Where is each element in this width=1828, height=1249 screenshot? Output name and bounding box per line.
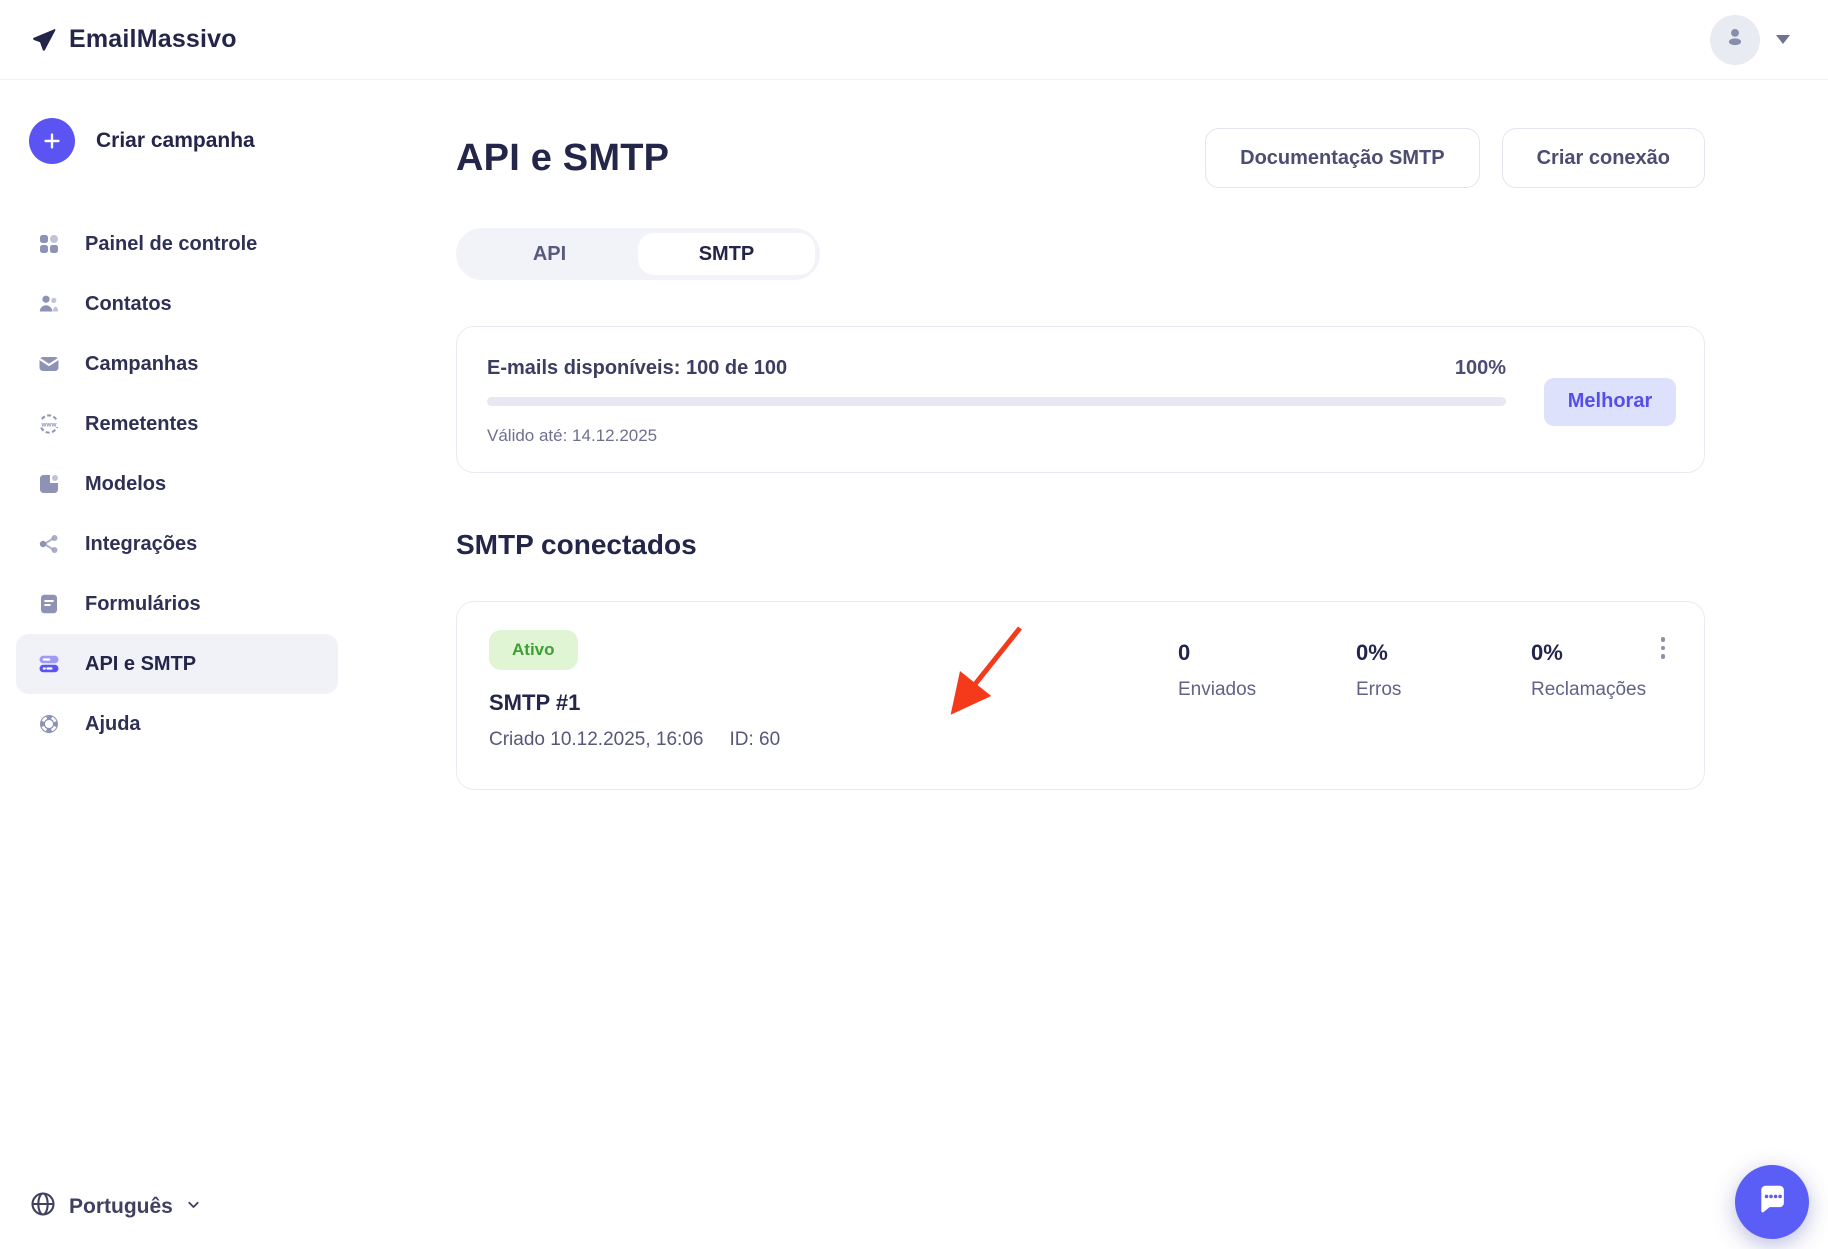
stat-enviados: 0 Enviados <box>1178 640 1256 701</box>
plus-icon <box>29 118 75 164</box>
stat-value: 0% <box>1531 640 1563 665</box>
contacts-icon <box>36 291 62 317</box>
tab-api[interactable]: API <box>532 242 567 265</box>
send-plane-icon <box>30 26 58 54</box>
kebab-menu-icon[interactable] <box>1648 630 1678 666</box>
stat-value: 0% <box>1356 640 1388 665</box>
sidebar-item-ajuda[interactable]: Ajuda <box>16 694 338 754</box>
language-selector[interactable]: Português <box>16 1190 338 1223</box>
tab-smtp[interactable]: SMTP <box>638 233 815 275</box>
campaigns-icon <box>36 351 62 377</box>
sidebar-item-label: Modelos <box>85 472 167 495</box>
templates-icon <box>36 471 62 497</box>
page-title: API e SMTP <box>456 136 670 179</box>
smtp-connection-card: Ativo SMTP #1 Criado 10.12.2025, 16:06 I… <box>456 601 1705 790</box>
integrations-icon <box>36 531 62 557</box>
stat-label: Erros <box>1356 679 1402 700</box>
upgrade-button[interactable]: Melhorar <box>1544 377 1676 426</box>
sidebar-item-label: Contatos <box>85 292 172 315</box>
emails-available-label: E-mails disponíveis: 100 de 100 <box>487 357 788 379</box>
sidebar-item-label: Painel de controle <box>85 232 258 255</box>
valid-until-label: Válido até: 14.12.2025 <box>487 426 658 445</box>
forms-icon <box>36 591 62 617</box>
chevron-down-icon <box>185 1196 202 1218</box>
language-label: Português <box>69 1194 173 1218</box>
user-menu <box>1710 14 1790 65</box>
sidebar-item-painel-de-controle[interactable]: Painel de controle <box>16 214 338 274</box>
stat-erros: 0% Erros <box>1356 640 1401 701</box>
smtp-connected-heading: SMTP conectados <box>456 529 697 560</box>
create-campaign-label: Criar campanha <box>96 129 255 152</box>
chat-bubble-icon <box>1753 1181 1791 1224</box>
smtp-id: ID: 60 <box>729 729 781 750</box>
main-content: API e SMTP Documentação SMTP Criar conex… <box>366 80 1828 1249</box>
create-campaign-button[interactable]: Criar campanha <box>16 118 338 164</box>
sidebar-item-modelos[interactable]: Modelos <box>16 454 338 514</box>
quota-progress-bar <box>487 397 1506 406</box>
sidebar-item-label: Integrações <box>85 532 198 555</box>
sidebar-item-integracoes[interactable]: Integrações <box>16 514 338 574</box>
caret-down-icon[interactable] <box>1776 35 1790 44</box>
sidebar: Criar campanha Painel de controle Contat… <box>0 80 366 1249</box>
chat-launcher-button[interactable] <box>1735 1165 1809 1239</box>
globe-icon <box>29 1190 57 1223</box>
sidebar-item-api-smtp[interactable]: API e SMTP <box>16 634 338 694</box>
stat-value: 0 <box>1178 640 1191 665</box>
quota-percent: 100% <box>1454 357 1506 379</box>
stat-label: Enviados <box>1178 679 1257 700</box>
quota-progress-fill <box>487 397 1506 406</box>
help-lifebuoy-icon <box>36 711 62 737</box>
smtp-name: SMTP #1 <box>489 690 581 715</box>
top-header: EmailMassivo <box>0 0 1828 80</box>
brand-logo: EmailMassivo <box>30 25 237 54</box>
brand-name: EmailMassivo <box>69 25 237 53</box>
sidebar-item-remetentes[interactable]: www Remetentes <box>16 394 338 454</box>
sidebar-item-label: API e SMTP <box>85 652 197 675</box>
sidebar-item-label: Remetentes <box>85 412 199 435</box>
sidebar-item-formularios[interactable]: Formulários <box>16 574 338 634</box>
person-icon <box>1722 24 1748 55</box>
dashboard-icon <box>36 231 62 257</box>
smtp-created-date: Criado 10.12.2025, 16:06 <box>489 729 704 750</box>
email-quota-card: E-mails disponíveis: 100 de 100 100% Vál… <box>456 326 1705 473</box>
api-smtp-icon <box>36 651 62 677</box>
create-connection-button[interactable]: Criar conexão <box>1501 128 1705 188</box>
stat-reclamacoes: 0% Reclamações <box>1531 640 1646 701</box>
senders-globe-icon: www <box>36 411 62 437</box>
sidebar-item-label: Campanhas <box>85 352 199 375</box>
api-smtp-tab-group: API SMTP <box>456 228 820 280</box>
sidebar-item-label: Ajuda <box>85 712 141 735</box>
sidebar-item-campanhas[interactable]: Campanhas <box>16 334 338 394</box>
stat-label: Reclamações <box>1531 679 1647 700</box>
avatar[interactable] <box>1710 14 1760 65</box>
sidebar-nav: Painel de controle Contatos Campanhas ww… <box>16 214 338 754</box>
smtp-documentation-button[interactable]: Documentação SMTP <box>1205 128 1480 188</box>
status-badge: Ativo <box>489 630 578 670</box>
sidebar-item-contatos[interactable]: Contatos <box>16 274 338 334</box>
svg-text:www: www <box>41 421 57 428</box>
sidebar-item-label: Formulários <box>85 592 201 615</box>
